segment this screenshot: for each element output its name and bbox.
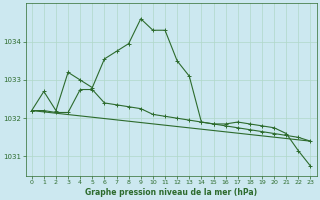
X-axis label: Graphe pression niveau de la mer (hPa): Graphe pression niveau de la mer (hPa) — [85, 188, 257, 197]
